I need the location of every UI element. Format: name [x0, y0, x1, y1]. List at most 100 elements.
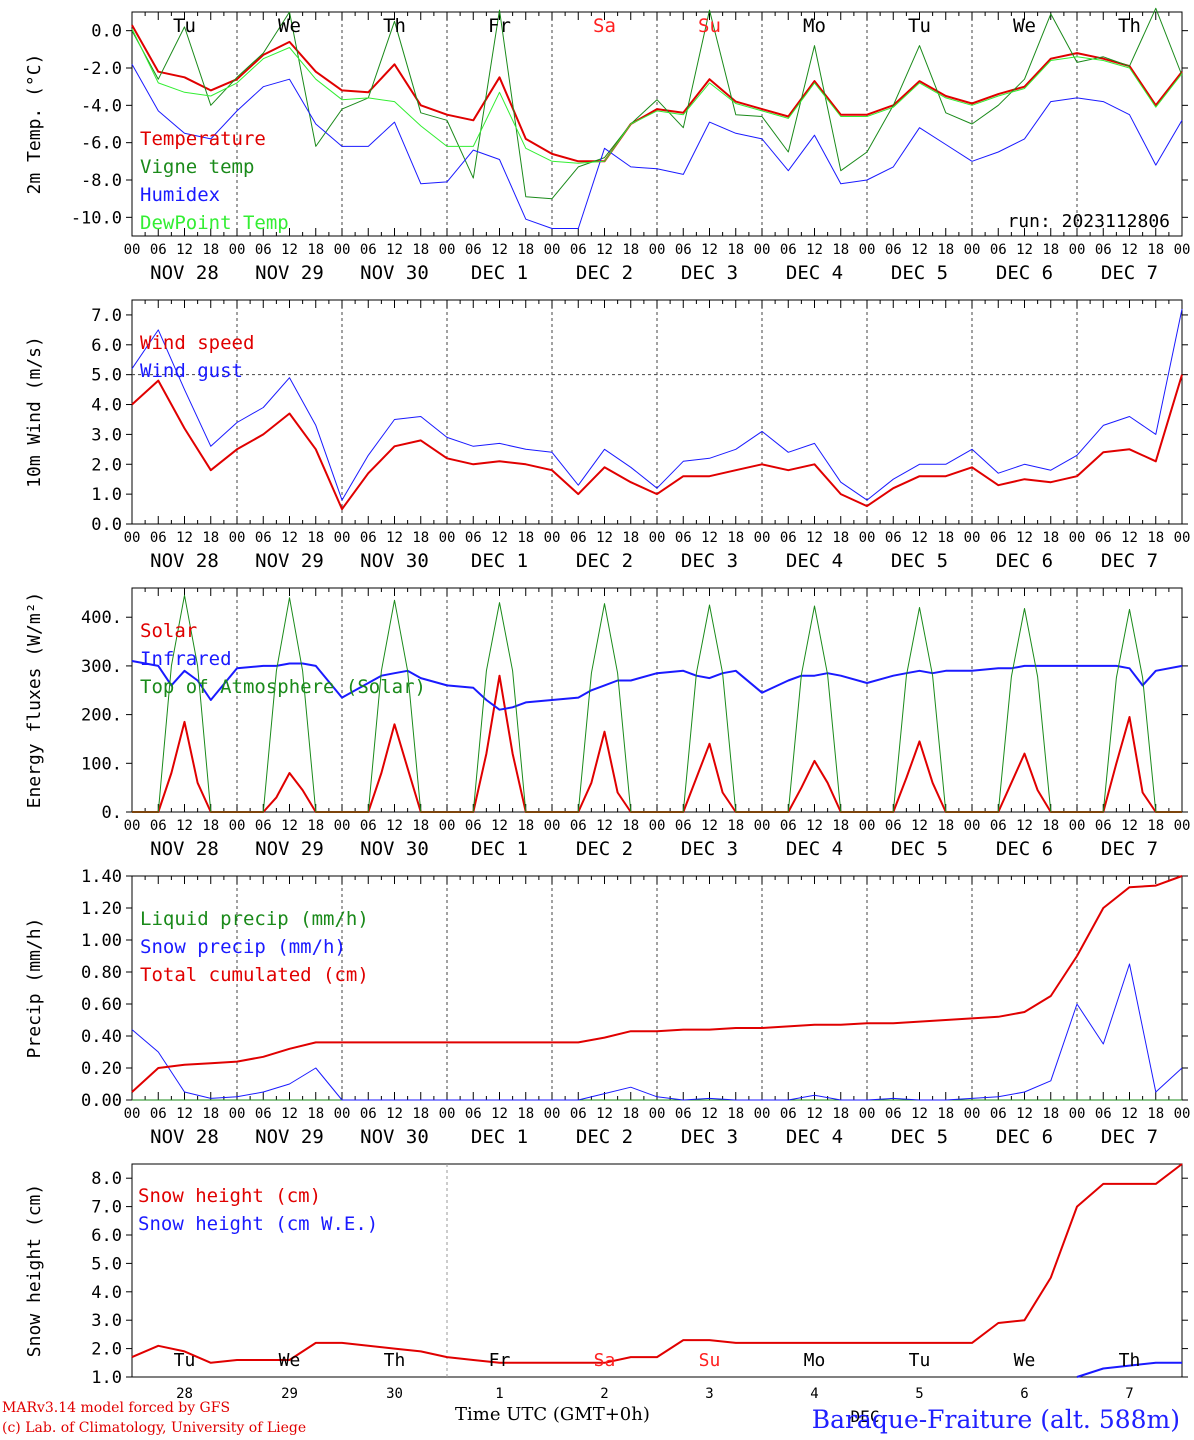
- y-tick-label: 4.0: [91, 1283, 122, 1303]
- date-label: DEC 3: [681, 262, 738, 284]
- y-tick-label: 0.20: [81, 1059, 122, 1079]
- y-tick-label: 1.20: [81, 899, 122, 919]
- date-label: NOV 30: [360, 550, 429, 572]
- y-tick-label: 0.40: [81, 1027, 122, 1047]
- date-label: DEC 1: [471, 1126, 528, 1148]
- weekday-label: Tu: [908, 15, 931, 37]
- hour-label: 12: [596, 818, 613, 834]
- hour-label: 00: [1174, 242, 1191, 258]
- hour-label: 00: [649, 242, 666, 258]
- hour-label: 18: [727, 242, 744, 258]
- y-tick-label: 6.0: [91, 1226, 122, 1246]
- series-line-1: [131, 308, 1183, 501]
- day-number-label: 30: [386, 1386, 403, 1402]
- date-label: DEC 2: [576, 550, 633, 572]
- weekday-label-bottom: Th: [384, 1350, 406, 1371]
- y-tick-label: 4.0: [91, 396, 122, 416]
- hour-label: 06: [780, 242, 797, 258]
- hour-label: 06: [675, 1106, 692, 1122]
- hour-label: 00: [334, 242, 351, 258]
- date-label: DEC 4: [786, 550, 843, 572]
- hour-label: 00: [124, 530, 141, 546]
- legend-entry: DewPoint Temp: [140, 212, 289, 234]
- date-label: NOV 28: [150, 262, 219, 284]
- hour-label: 18: [727, 818, 744, 834]
- series-line-1: [1076, 1361, 1182, 1378]
- hour-label: 12: [806, 818, 823, 834]
- hour-label: 06: [360, 530, 377, 546]
- date-label: DEC 7: [1101, 550, 1158, 572]
- y-tick-label: -2.0: [81, 59, 122, 79]
- hour-label: 12: [1121, 1106, 1138, 1122]
- hour-label: 12: [281, 1106, 298, 1122]
- weekday-label: Mo: [803, 15, 826, 37]
- hour-label: 12: [806, 242, 823, 258]
- date-label: DEC 7: [1101, 262, 1158, 284]
- hour-label: 00: [124, 242, 141, 258]
- hour-label: 18: [1042, 818, 1059, 834]
- weekday-label: We: [278, 15, 301, 37]
- hour-label: 06: [255, 242, 272, 258]
- hour-label: 00: [1069, 530, 1086, 546]
- weekday-label-bottom: We: [1014, 1350, 1036, 1371]
- hour-label: 12: [1121, 818, 1138, 834]
- hour-label: 12: [596, 242, 613, 258]
- credit-line-2: (c) Lab. of Climatology, University of L…: [2, 1420, 307, 1436]
- hour-label: 06: [1095, 242, 1112, 258]
- series-line-1: [131, 7, 1183, 200]
- hour-label: 18: [727, 1106, 744, 1122]
- hour-label: 06: [150, 242, 167, 258]
- series-line-2: [131, 875, 1183, 1093]
- hour-label: 12: [1016, 818, 1033, 834]
- hour-label: 18: [1147, 818, 1164, 834]
- hour-label: 00: [964, 1106, 981, 1122]
- hour-label: 12: [911, 530, 928, 546]
- hour-label: 00: [439, 530, 456, 546]
- hour-label: 18: [307, 242, 324, 258]
- hour-label: 18: [622, 242, 639, 258]
- legend-entry: Top of Atmosphere (Solar): [140, 676, 426, 698]
- legend-entry: Wind gust: [140, 360, 243, 382]
- y-axis-label: 2m Temp. (°C): [24, 54, 45, 195]
- hour-label: 06: [255, 1106, 272, 1122]
- y-tick-label: 8.0: [91, 1169, 122, 1189]
- date-label: DEC 6: [996, 1126, 1053, 1148]
- hour-label: 00: [1174, 530, 1191, 546]
- hour-label: 12: [911, 818, 928, 834]
- date-label: DEC 4: [786, 1126, 843, 1148]
- legend-entry: Vigne temp: [140, 156, 254, 178]
- date-label: NOV 30: [360, 1126, 429, 1148]
- series-line-0: [131, 24, 1183, 163]
- hour-label: 00: [544, 818, 561, 834]
- y-tick-label: -6.0: [81, 134, 122, 154]
- hour-label: 06: [990, 530, 1007, 546]
- hour-label: 18: [517, 530, 534, 546]
- hour-label: 06: [570, 818, 587, 834]
- y-axis-label: Energy fluxes (W/m²): [24, 592, 45, 809]
- hour-label: 00: [229, 818, 246, 834]
- hour-label: 12: [701, 818, 718, 834]
- series-line-2: [131, 64, 1183, 229]
- hour-label: 12: [386, 242, 403, 258]
- hour-label: 00: [334, 818, 351, 834]
- hour-label: 12: [281, 530, 298, 546]
- hour-label: 00: [754, 242, 771, 258]
- hour-label: 12: [1121, 242, 1138, 258]
- hour-label: 00: [334, 1106, 351, 1122]
- hour-label: 06: [465, 818, 482, 834]
- date-label: DEC 5: [891, 838, 948, 860]
- y-tick-label: -8.0: [81, 171, 122, 191]
- hour-label: 00: [1174, 1106, 1191, 1122]
- series-line-0: [131, 1163, 1183, 1364]
- hour-label: 00: [859, 1106, 876, 1122]
- date-label: NOV 30: [360, 262, 429, 284]
- series-line-3: [131, 28, 1183, 164]
- hour-label: 18: [937, 1106, 954, 1122]
- hour-label: 18: [937, 818, 954, 834]
- hour-label: 00: [649, 1106, 666, 1122]
- hour-label: 00: [544, 530, 561, 546]
- hour-label: 06: [150, 818, 167, 834]
- date-label: NOV 30: [360, 838, 429, 860]
- weekday-label: Su: [698, 15, 721, 37]
- hour-label: 06: [885, 242, 902, 258]
